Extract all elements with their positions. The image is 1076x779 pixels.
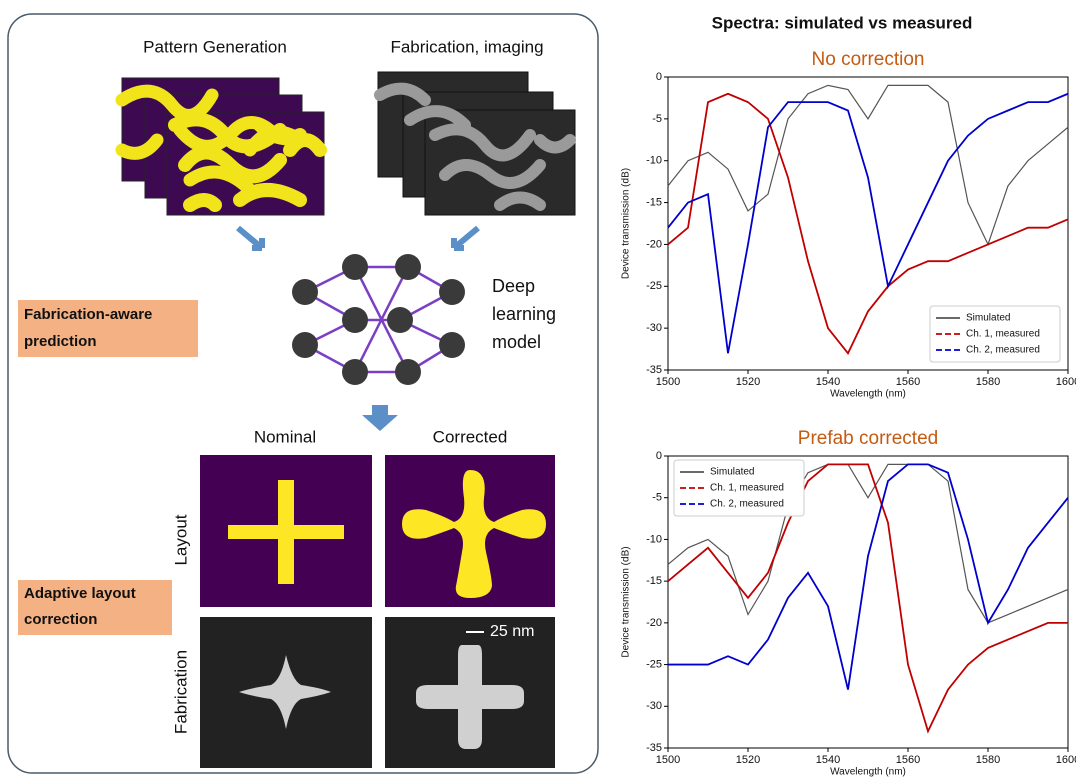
x-axis-label: Wavelength (nm) — [830, 389, 906, 400]
x-tick-label: 1500 — [656, 754, 680, 766]
pattern-stack — [122, 78, 324, 215]
x-tick-label: 1540 — [816, 754, 840, 766]
network-edges — [305, 267, 452, 372]
corrected-label: Corrected — [433, 427, 508, 446]
model-label: learning — [492, 304, 556, 324]
x-tick-label: 1500 — [656, 376, 680, 388]
correction-label: Adaptive layout — [24, 585, 136, 602]
x-tick-label: 1520 — [736, 376, 760, 388]
legend-label: Ch. 1, measured — [966, 329, 1040, 340]
chart-title: Prefab corrected — [798, 428, 938, 449]
y-tick-label: -5 — [652, 492, 662, 504]
x-tick-label: 1580 — [976, 376, 1000, 388]
y-tick-label: -30 — [646, 322, 662, 334]
sem-stack — [378, 72, 575, 215]
y-tick-label: -20 — [646, 238, 662, 250]
prediction-label: Fabrication-aware — [24, 306, 152, 323]
y-axis-label: Device transmission (dB) — [621, 546, 632, 657]
row-label: Fabrication — [171, 650, 190, 734]
legend-label: Simulated — [966, 313, 1010, 324]
y-tick-label: -30 — [646, 700, 662, 712]
scale-bar-label: 25 nm — [490, 623, 534, 640]
model-label: model — [492, 332, 541, 352]
y-tick-label: -20 — [646, 617, 662, 629]
x-tick-label: 1600 — [1056, 376, 1076, 388]
y-tick-label: -15 — [646, 196, 662, 208]
y-tick-label: -10 — [646, 533, 662, 545]
pattern-label: Pattern Generation — [143, 37, 287, 56]
y-tick-label: -25 — [646, 280, 662, 292]
legend-label: Simulated — [710, 467, 754, 478]
y-tick-label: -25 — [646, 658, 662, 670]
y-tick-label: -10 — [646, 155, 662, 167]
nominal-label: Nominal — [254, 427, 316, 446]
arrow — [454, 228, 478, 248]
series-line — [668, 85, 1068, 244]
y-tick-label: 0 — [656, 450, 662, 462]
y-tick-label: -35 — [646, 364, 662, 376]
legend-label: Ch. 2, measured — [710, 499, 784, 510]
arrow — [238, 228, 262, 248]
y-tick-label: 0 — [656, 71, 662, 83]
imaging-label: Fabrication, imaging — [390, 37, 543, 56]
model-label: Deep — [492, 276, 535, 296]
figure: Pattern Generation Fabrication, imaging … — [0, 0, 1076, 779]
prediction-label: prediction — [24, 333, 97, 350]
y-tick-label: -15 — [646, 575, 662, 587]
x-axis-label: Wavelength (nm) — [830, 767, 906, 778]
x-tick-label: 1560 — [896, 376, 920, 388]
legend-label: Ch. 2, measured — [966, 345, 1040, 356]
y-axis-label: Device transmission (dB) — [621, 168, 632, 279]
x-tick-label: 1600 — [1056, 754, 1076, 766]
row-label: Layout — [171, 514, 190, 565]
chart-title: No correction — [812, 49, 925, 70]
x-tick-label: 1520 — [736, 754, 760, 766]
x-tick-label: 1540 — [816, 376, 840, 388]
y-tick-label: -35 — [646, 742, 662, 754]
arrow — [362, 405, 398, 431]
x-tick-label: 1580 — [976, 754, 1000, 766]
x-tick-label: 1560 — [896, 754, 920, 766]
legend-label: Ch. 1, measured — [710, 483, 784, 494]
y-tick-label: -5 — [652, 113, 662, 125]
correction-label: correction — [24, 611, 97, 628]
spectra-title: Spectra: simulated vs measured — [712, 13, 973, 32]
